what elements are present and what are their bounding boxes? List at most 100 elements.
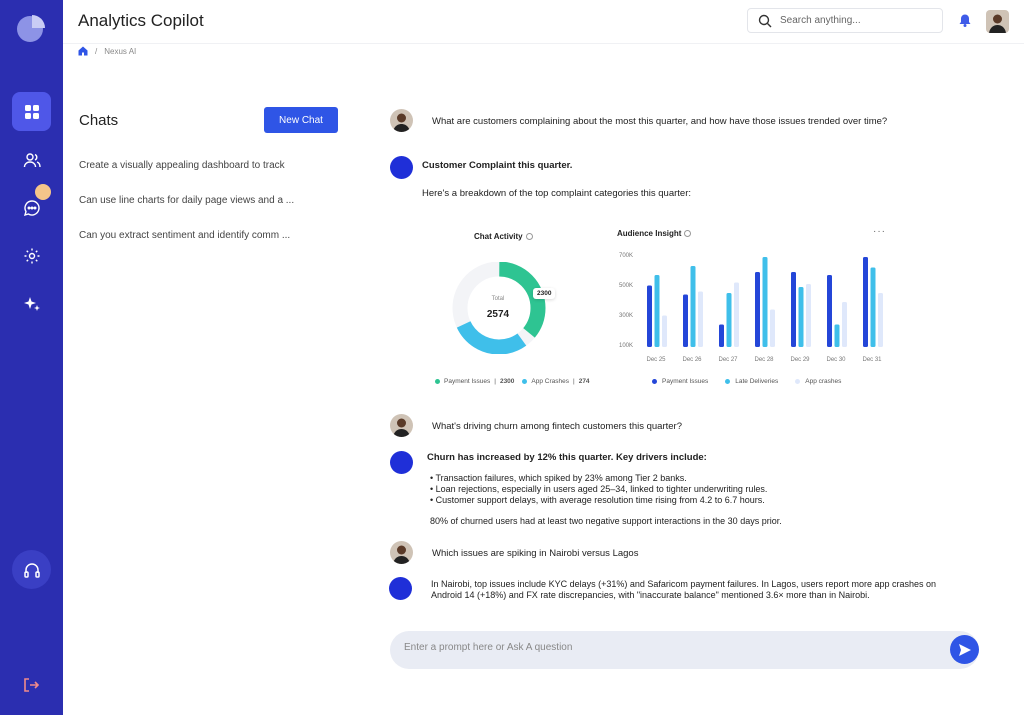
user-message: What's driving churn among fintech custo… — [432, 421, 682, 432]
bot-bullet: • Loan rejections, especially in users a… — [430, 484, 768, 494]
chart-title-text: Chat Activity — [474, 232, 523, 241]
bar-app-crashes-dec-31[interactable] — [878, 293, 883, 347]
users-icon — [23, 152, 41, 167]
bell-icon[interactable] — [959, 14, 971, 27]
legend-separator: | — [573, 378, 575, 385]
sidebar-item-dashboard[interactable] — [12, 92, 51, 131]
bar-app-crashes-dec-29[interactable] — [806, 284, 811, 347]
y-tick: 100K — [619, 343, 634, 349]
bot-message-title: Churn has increased by 12% this quarter.… — [427, 452, 707, 463]
y-tick: 500K — [619, 283, 634, 289]
search-input[interactable] — [780, 15, 930, 26]
chart-title-audience: Audience Insight — [617, 229, 692, 238]
bar-payment-issues-dec-29[interactable] — [791, 272, 796, 347]
bot-avatar — [390, 156, 413, 179]
bar-late-deliveries-dec-27[interactable] — [726, 293, 732, 347]
breadcrumb-current[interactable]: Nexus AI — [104, 46, 137, 56]
breadcrumb-separator: / — [95, 46, 98, 56]
avatar-image — [390, 541, 413, 564]
chat-history-item[interactable]: Can use line charts for daily page views… — [79, 195, 295, 206]
donut-center-value: 2574 — [486, 309, 510, 320]
chat-icon — [23, 199, 40, 216]
donut-legend: Payment Issues | 2300 App Crashes | 274 — [435, 378, 590, 385]
bot-message-title: Customer Complaint this quarter. — [422, 160, 573, 171]
bar-payment-issues-dec-27[interactable] — [719, 324, 724, 348]
notification-badge — [35, 184, 51, 200]
breadcrumb: / Nexus AI — [78, 46, 136, 56]
bar-late-deliveries-dec-28[interactable] — [762, 257, 768, 347]
info-icon[interactable] — [684, 230, 692, 237]
legend-dot — [795, 379, 801, 384]
user-avatar-message — [390, 541, 413, 564]
chats-title: Chats — [79, 112, 119, 129]
x-tick: Dec 27 — [718, 357, 738, 363]
top-header: Analytics Copilot — [63, 0, 1024, 44]
bar-app-crashes-dec-30[interactable] — [842, 302, 847, 347]
legend-label: Late Deliveries — [735, 378, 779, 385]
home-icon[interactable] — [78, 46, 88, 56]
bar-payment-issues-dec-30[interactable] — [827, 275, 832, 347]
avatar-image — [390, 414, 413, 437]
sidebar-item-users[interactable] — [12, 140, 51, 179]
bar-late-deliveries-dec-26[interactable] — [690, 266, 696, 347]
user-message: What are customers complaining about the… — [432, 116, 888, 127]
logo-icon — [17, 15, 45, 42]
legend-label: Payment Issues — [662, 378, 709, 385]
donut-slice-payment-issues[interactable] — [452, 262, 546, 354]
bar-payment-issues-dec-26[interactable] — [683, 294, 688, 348]
legend-label: App Crashes — [531, 378, 569, 385]
bar-payment-issues-dec-31[interactable] — [863, 257, 868, 347]
bar-app-crashes-dec-27[interactable] — [734, 282, 739, 348]
gear-icon — [24, 248, 39, 263]
sidebar-item-ai[interactable] — [12, 284, 51, 323]
bot-bullet: • Customer support delays, with average … — [430, 495, 765, 505]
user-avatar[interactable] — [986, 10, 1009, 33]
y-tick: 300K — [619, 313, 634, 319]
info-icon[interactable] — [525, 233, 533, 240]
bar-app-crashes-dec-26[interactable] — [698, 291, 703, 348]
search-box[interactable] — [747, 8, 943, 33]
bar-app-crashes-dec-28[interactable] — [770, 309, 775, 348]
bar-payment-issues-dec-28[interactable] — [755, 272, 760, 347]
x-tick: Dec 31 — [862, 357, 882, 363]
y-tick: 700K — [619, 253, 634, 259]
new-chat-button[interactable]: New Chat — [264, 107, 338, 133]
avatar-image — [390, 109, 413, 132]
logout-icon[interactable] — [22, 676, 40, 694]
prompt-input[interactable] — [404, 642, 924, 653]
sidebar-item-settings[interactable] — [12, 236, 51, 275]
prompt-bar — [390, 631, 979, 669]
user-avatar-message — [390, 414, 413, 437]
bar-late-deliveries-dec-29[interactable] — [798, 287, 804, 347]
sparkle-icon — [23, 296, 40, 311]
chat-history-item[interactable]: Can you extract sentiment and identify c… — [79, 230, 291, 241]
x-tick: Dec 28 — [754, 357, 774, 363]
bar-chart — [647, 257, 883, 348]
donut-slice-app-crashes[interactable] — [452, 262, 546, 354]
bar-late-deliveries-dec-31[interactable] — [870, 267, 876, 348]
bar-app-crashes-dec-25[interactable] — [662, 315, 667, 348]
donut-callout: 2300 — [533, 288, 556, 299]
legend-dot — [725, 379, 731, 384]
bar-late-deliveries-dec-25[interactable] — [654, 275, 660, 347]
x-tick: Dec 26 — [682, 357, 702, 363]
chart-title-chat-activity: Chat Activity — [474, 232, 533, 241]
avatar-image — [986, 10, 1009, 33]
legend-value: 2300 — [499, 378, 515, 385]
chat-history-item[interactable]: Create a visually appealing dashboard to… — [79, 160, 285, 171]
send-button[interactable] — [950, 635, 979, 664]
more-options-icon[interactable]: ··· — [873, 226, 886, 237]
support-button[interactable] — [12, 550, 51, 589]
chat-history-list: Create a visually appealing dashboard to… — [79, 160, 319, 265]
chart-title-text: Audience Insight — [617, 229, 682, 238]
sidebar-item-messages[interactable] — [12, 184, 51, 227]
bot-avatar — [390, 451, 413, 474]
grid-icon — [24, 104, 39, 119]
bar-payment-issues-dec-25[interactable] — [647, 285, 652, 348]
send-icon — [958, 643, 971, 656]
legend-dot-payment — [435, 379, 440, 384]
bar-late-deliveries-dec-30[interactable] — [834, 324, 840, 348]
page-title: Analytics Copilot — [78, 11, 204, 30]
bot-message: Android 14 (+18%) and FX rate discrepanc… — [431, 590, 870, 600]
